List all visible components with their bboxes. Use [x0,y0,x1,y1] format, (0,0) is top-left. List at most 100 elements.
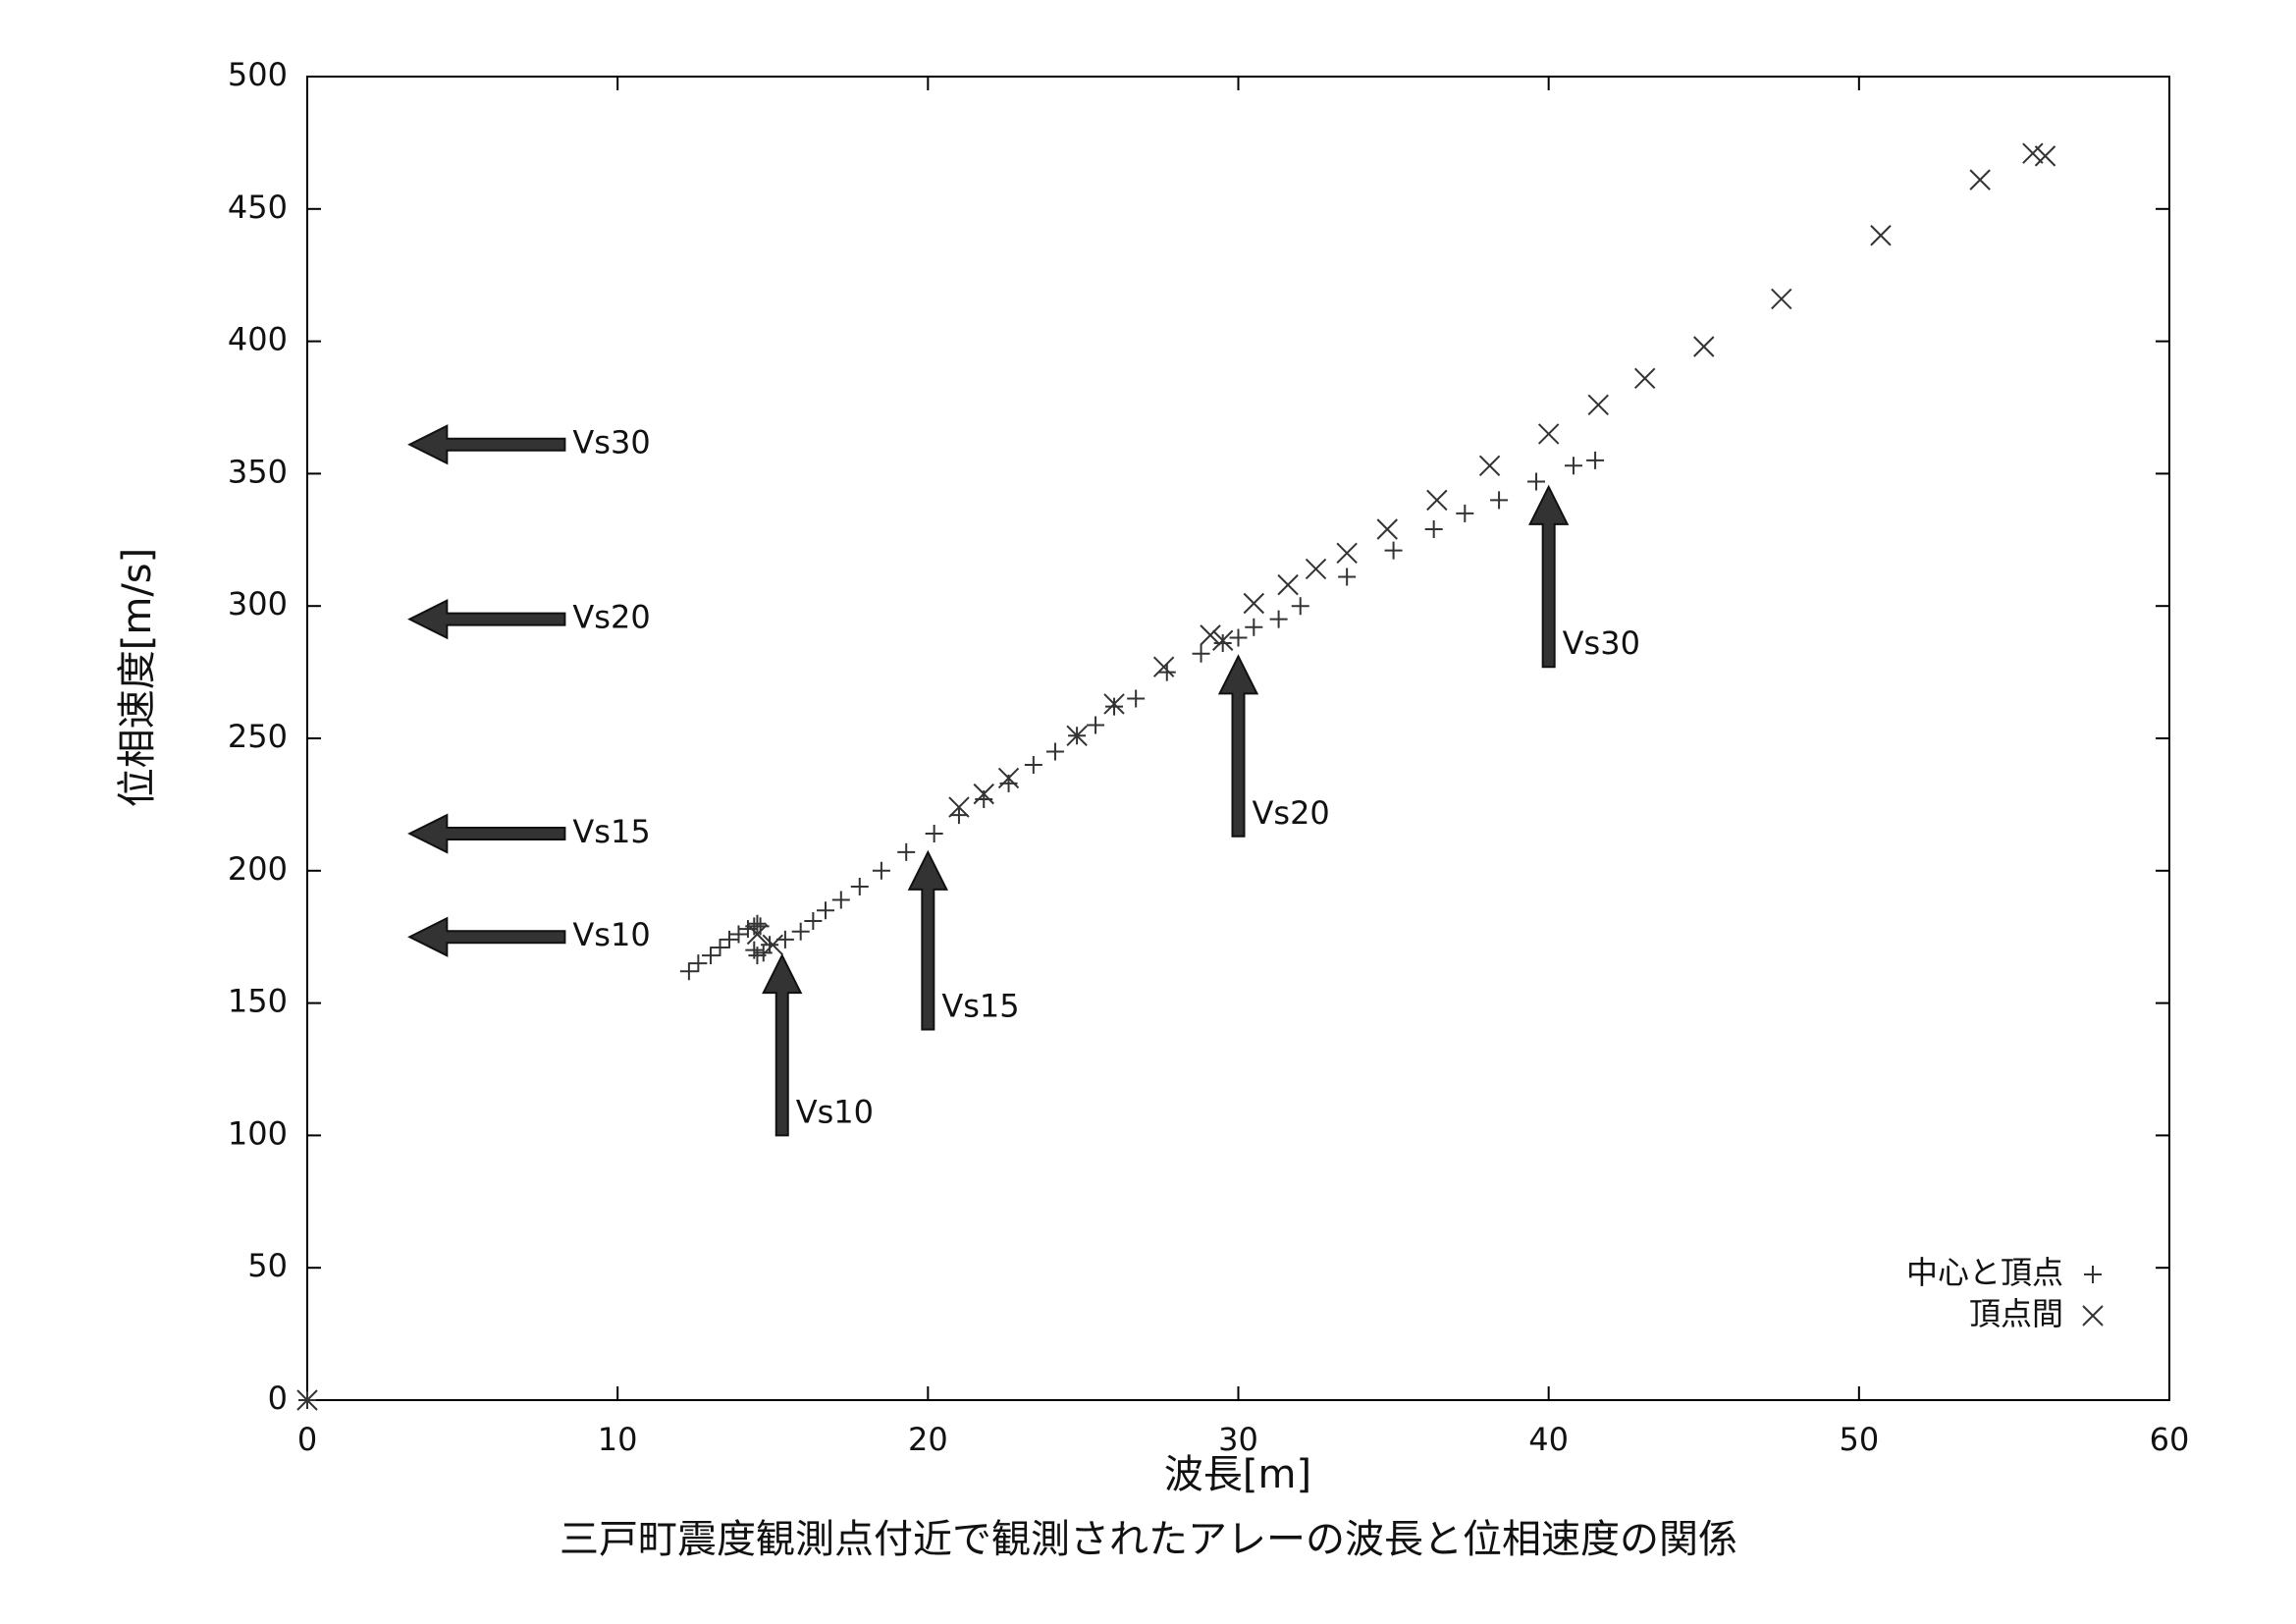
point [791,922,810,941]
point [1045,742,1064,761]
legend-marker [2084,1266,2102,1283]
point [1200,624,1221,646]
point [1527,472,1546,491]
y-tick-label: 50 [247,1247,288,1284]
x-tick-label: 0 [297,1421,317,1458]
point [1426,489,1448,512]
point [1127,689,1146,708]
point [1105,697,1124,716]
point [1336,542,1358,564]
point [296,1389,318,1411]
y-tick-label: 300 [228,585,288,623]
x-tick-label: 60 [2150,1421,2190,1458]
arrow-label: Vs15 [941,988,1019,1025]
y-tick-label: 450 [228,189,288,226]
point [2022,142,2044,164]
point [1152,656,1175,677]
point [1478,455,1501,477]
x-axis-label: 波長[m] [1164,1452,1311,1497]
point [948,796,970,818]
legend-label: 頂点間 [1969,1295,2063,1332]
arrow [407,916,566,957]
point [850,877,869,895]
point [2034,145,2056,167]
point [804,912,823,931]
y-tick-label: 200 [228,850,288,888]
arrow [1528,484,1570,669]
point [1213,633,1232,652]
point [1066,725,1088,747]
chart-title: 三戸町震度観測点付近で観測されたアレーの波長と位相速度の関係 [560,1517,1737,1562]
arrow [407,424,566,465]
point [897,842,916,861]
arrow [407,599,566,640]
y-tick-label: 0 [268,1380,288,1417]
point [1537,423,1560,445]
point [1870,225,1892,246]
x-tick-label: 30 [1218,1421,1258,1458]
y-tick-label: 500 [228,56,288,93]
legend-label: 中心と頂点 [1906,1254,2063,1291]
point [746,923,769,946]
point [1771,288,1792,310]
point [1192,644,1210,663]
point [1087,716,1105,734]
point [1305,558,1327,580]
point [761,936,779,954]
point [1693,336,1715,357]
point [1157,663,1176,681]
arrow-label: Vs20 [1253,794,1330,832]
point [973,783,994,805]
point [1633,367,1656,390]
x-tick-label: 40 [1528,1421,1569,1458]
point [748,914,767,933]
point [689,954,708,973]
x-tick-label: 10 [598,1421,638,1458]
arrow-label: Vs20 [572,599,650,636]
point [1211,629,1234,651]
x-tick-label: 50 [1839,1421,1879,1458]
point [1490,491,1509,510]
arrow [407,813,566,854]
point [872,861,890,880]
point [729,925,748,944]
arrow [1217,654,1259,838]
point [1376,518,1398,540]
arrow-label: Vs10 [572,916,650,953]
point [1245,618,1263,636]
point [1103,693,1125,715]
point [1384,541,1403,560]
y-tick-label: 250 [228,718,288,755]
point [720,930,738,948]
point [1969,169,1991,190]
point [1291,597,1309,616]
point [831,891,850,909]
point [711,938,729,956]
point [1269,610,1288,628]
point [1229,628,1248,647]
point [949,806,968,825]
point [1338,568,1357,586]
y-axis-label: 位相速度[m/s] [115,548,160,808]
point [679,962,698,981]
arrow-label: Vs30 [572,424,650,461]
arrow [762,952,803,1137]
point [1024,755,1042,774]
point [997,767,1020,789]
x-tick-label: 20 [908,1421,948,1458]
arrow-label: Vs30 [1563,624,1640,662]
legend-marker [2082,1305,2104,1326]
point [702,947,721,965]
arrow-label: Vs10 [796,1093,874,1130]
point [1243,592,1265,615]
point [762,934,783,955]
arrow [907,849,948,1031]
point [816,901,834,920]
y-tick-label: 100 [228,1114,288,1152]
point [1456,504,1474,522]
point [1587,394,1609,416]
point [1564,457,1582,475]
point [1586,451,1605,469]
y-tick-label: 400 [228,321,288,358]
